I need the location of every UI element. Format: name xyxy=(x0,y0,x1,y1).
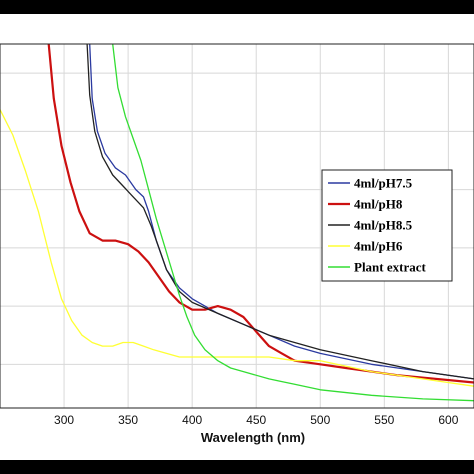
legend-label-4: Plant extract xyxy=(354,260,427,275)
x-tick-label-6: 600 xyxy=(438,413,458,427)
x-tick-label-5: 550 xyxy=(374,413,394,427)
series-line-2 xyxy=(86,43,474,380)
legend-label-3: 4ml/pH6 xyxy=(354,239,403,254)
x-axis-label: Wavelength (nm) xyxy=(201,430,305,445)
legend-label-0: 4ml/pH7.5 xyxy=(354,176,413,191)
x-tick-label-0: 300 xyxy=(54,413,74,427)
series-line-4 xyxy=(112,43,474,402)
plot-border xyxy=(0,43,474,409)
series-line-1 xyxy=(47,43,474,384)
legend-label-1: 4ml/pH8 xyxy=(354,197,403,212)
x-tick-label-3: 450 xyxy=(246,413,266,427)
series-line-3 xyxy=(0,109,474,387)
legend-label-2: 4ml/pH8.5 xyxy=(354,218,413,233)
x-tick-labels: 300 350 400 450 500 550 600 xyxy=(54,413,459,427)
series-lines xyxy=(0,43,474,402)
x-tick-label-4: 500 xyxy=(310,413,330,427)
x-tick-label-1: 350 xyxy=(118,413,138,427)
legend: 4ml/pH7.5 4ml/pH8 4ml/pH8.5 4ml/pH6 Plant ex… xyxy=(321,169,453,282)
x-tick-label-2: 400 xyxy=(182,413,202,427)
